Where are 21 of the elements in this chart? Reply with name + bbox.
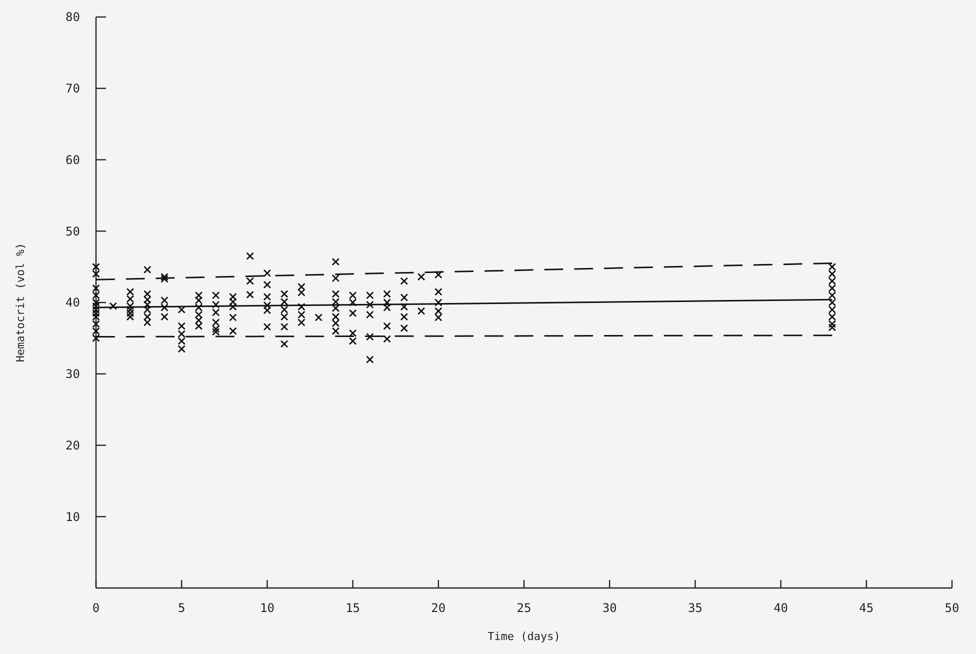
x-tick-label: 40 [774, 601, 788, 615]
x-tick-label: 20 [431, 601, 446, 615]
x-tick-label: 15 [346, 601, 360, 615]
x-tick-label: 5 [178, 601, 186, 615]
y-tick-label: 30 [66, 367, 80, 382]
y-tick-label: 40 [66, 296, 80, 310]
y-tick-label: 70 [66, 82, 80, 96]
x-tick-label: 35 [688, 601, 702, 615]
y-tick-label: 60 [66, 152, 80, 167]
x-tick-label: 50 [944, 601, 960, 615]
x-tick-label: 0 [92, 601, 100, 615]
y-tick-label: 20 [66, 438, 80, 452]
x-tick-label: 30 [602, 601, 617, 615]
x-tick-label: 10 [260, 601, 274, 615]
x-tick-label: 25 [516, 601, 532, 615]
x-tick-label: 45 [859, 601, 874, 615]
y-tick-label: 10 [66, 510, 80, 524]
y-tick-label: 80 [66, 10, 80, 24]
y-axis-title: Hematocrit (vol %) [14, 242, 27, 362]
x-axis-title: Time (days) [488, 630, 560, 643]
y-tick-label: 50 [66, 224, 80, 238]
